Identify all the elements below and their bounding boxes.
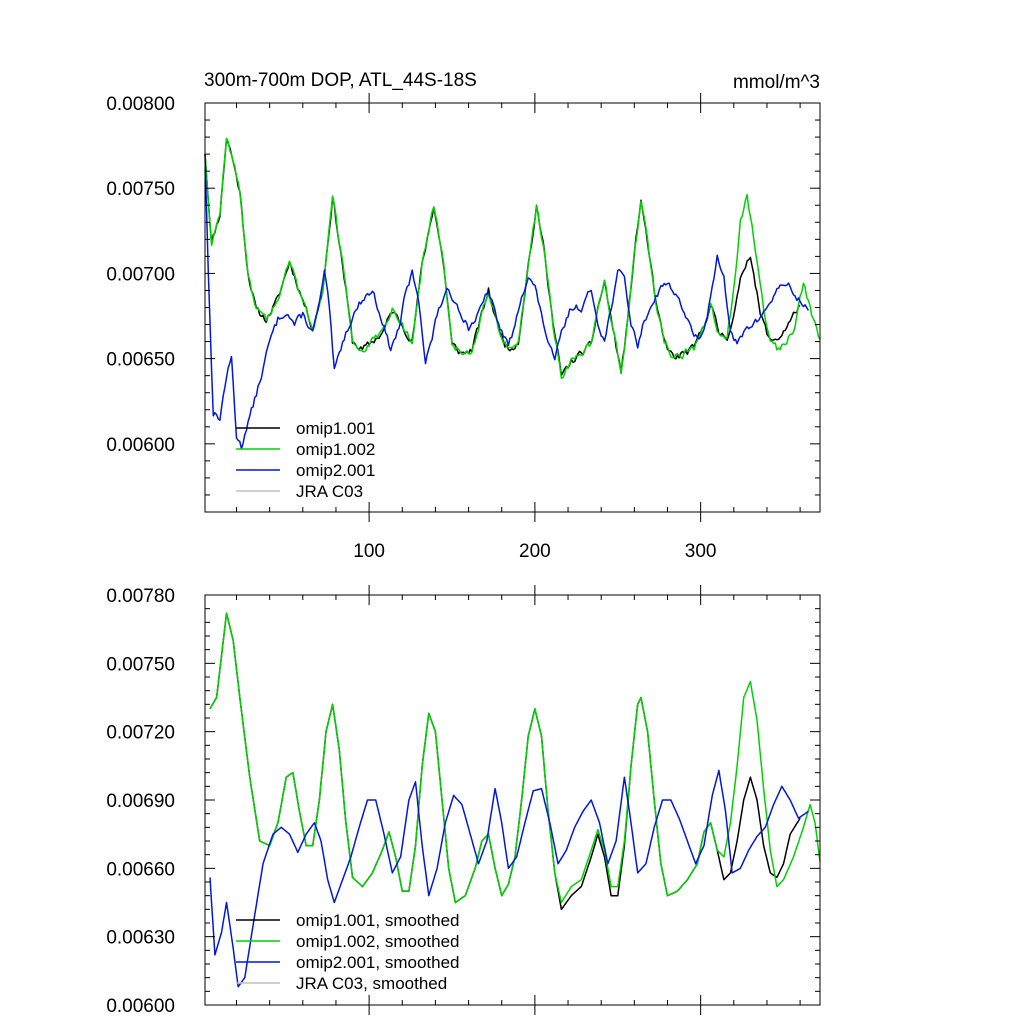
- bottom-y-tick-label: 0.00660: [106, 859, 175, 880]
- bottom-y-tick-label: 0.00720: [106, 723, 175, 744]
- bottom-y-tick-label: 0.00780: [106, 586, 175, 607]
- legend-label-omip1-001: omip1.001: [296, 419, 375, 438]
- top-tick-layer: 0.00800 0.00750 0.00700 0.00650 0.00600 100 20…: [106, 93, 820, 562]
- legend-label-omip1-001-smoothed: omip1.001, smoothed: [296, 911, 460, 930]
- legend-label-jra-c03-smoothed: JRA C03, smoothed: [296, 974, 447, 993]
- top-x-tick-label: 200: [519, 541, 551, 562]
- top-panel-units: mmol/m^3: [733, 72, 820, 93]
- series-line-omip1-002: [204, 137, 821, 380]
- series-line-omip1-002-smoothed: [209, 612, 821, 904]
- bottom-y-tick-label: 0.00690: [106, 791, 175, 812]
- top-x-tick-label: 300: [685, 541, 717, 562]
- series-line-omip2-001: [204, 154, 810, 450]
- top-y-tick-label: 0.00800: [106, 94, 175, 115]
- bottom-y-tick-label: 0.00600: [106, 996, 175, 1017]
- top-panel: 300m-700m DOP, ATL_44S-18S mmol/m^3 0.00…: [106, 70, 821, 562]
- legend-label-jra-c03: JRA C03: [296, 482, 363, 501]
- top-series-layer: [204, 137, 821, 450]
- series-line-omip2-001-smoothed: [209, 769, 809, 988]
- legend-label-omip1-002: omip1.002: [296, 440, 375, 459]
- top-legend: omip1.001 omip1.002 omip2.001 JRA C03: [236, 419, 375, 501]
- legend-label-omip2-001-smoothed: omip2.001, smoothed: [296, 953, 460, 972]
- bottom-y-tick-label: 0.00630: [106, 928, 175, 949]
- top-y-tick-label: 0.00600: [106, 435, 175, 456]
- top-y-tick-label: 0.00650: [106, 350, 175, 371]
- top-y-tick-label: 0.00750: [106, 179, 175, 200]
- bottom-panel: 0.00780 0.00750 0.00720 0.00690 0.00660 0.006…: [106, 585, 821, 1017]
- bottom-y-tick-label: 0.00750: [106, 654, 175, 675]
- legend-label-omip1-002-smoothed: omip1.002, smoothed: [296, 932, 460, 951]
- top-panel-title: 300m-700m DOP, ATL_44S-18S: [204, 70, 477, 91]
- top-x-tick-label: 100: [353, 541, 385, 562]
- top-y-tick-label: 0.00700: [106, 264, 175, 285]
- bottom-legend: omip1.001, smoothed omip1.002, smoothed …: [236, 911, 460, 993]
- top-plot-frame: [204, 102, 821, 513]
- bottom-series-layer: [209, 612, 821, 988]
- bottom-plot-frame: [204, 594, 821, 1006]
- legend-label-omip2-001: omip2.001: [296, 461, 375, 480]
